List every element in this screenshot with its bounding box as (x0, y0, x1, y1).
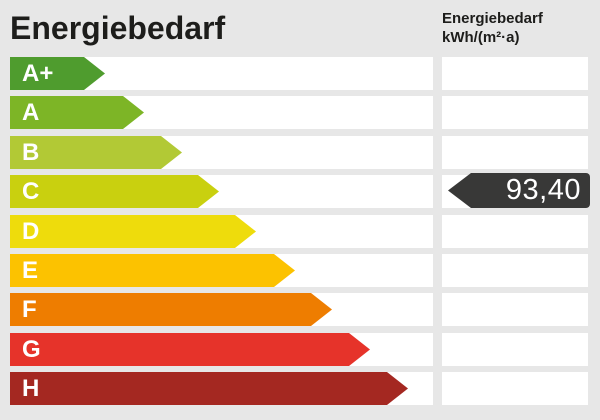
scale-row-h: H (0, 372, 600, 405)
row-right-cell (442, 254, 588, 287)
class-arrow-d: D (10, 215, 256, 248)
class-label: A (22, 99, 40, 126)
class-arrow-h: H (10, 372, 408, 405)
unit-header: Energiebedarf kWh/(m²·a) (442, 9, 543, 47)
unit-header-line2: kWh/(m²·a) (442, 29, 520, 46)
row-right-cell (442, 333, 588, 366)
scale-row-f: F (0, 293, 600, 326)
class-arrow-g: G (10, 333, 370, 366)
value-label: 93,40 (505, 174, 581, 206)
value-marker-arrow: 93,40 (448, 173, 590, 208)
class-arrow-e: E (10, 254, 295, 287)
scale-row-a-plus: A+ (0, 57, 600, 90)
row-right-cell (442, 215, 588, 248)
class-label: H (22, 375, 40, 402)
class-label: B (22, 139, 40, 166)
scale-row-b: B (0, 136, 600, 169)
class-label: E (22, 257, 39, 284)
class-label: D (22, 218, 40, 245)
row-right-cell (442, 96, 588, 129)
class-arrow-a: A (10, 96, 144, 129)
scale-row-d: D (0, 215, 600, 248)
scale-row-e: E (0, 254, 600, 287)
row-right-cell (442, 372, 588, 405)
page-title: Energiebedarf (10, 10, 226, 46)
scale-row-g: G (0, 333, 600, 366)
row-right-cell (442, 57, 588, 90)
class-label: G (22, 336, 41, 363)
class-arrow-c: C (10, 175, 219, 208)
class-arrow-f: F (10, 293, 332, 326)
scale-row-a: A (0, 96, 600, 129)
class-arrow-b: B (10, 136, 182, 169)
class-arrow-a-plus: A+ (10, 57, 105, 90)
row-right-cell (442, 136, 588, 169)
class-label: F (22, 296, 37, 323)
row-right-cell (442, 293, 588, 326)
class-label: C (22, 178, 40, 205)
unit-header-line1: Energiebedarf (442, 10, 543, 27)
class-label: A+ (22, 60, 54, 87)
